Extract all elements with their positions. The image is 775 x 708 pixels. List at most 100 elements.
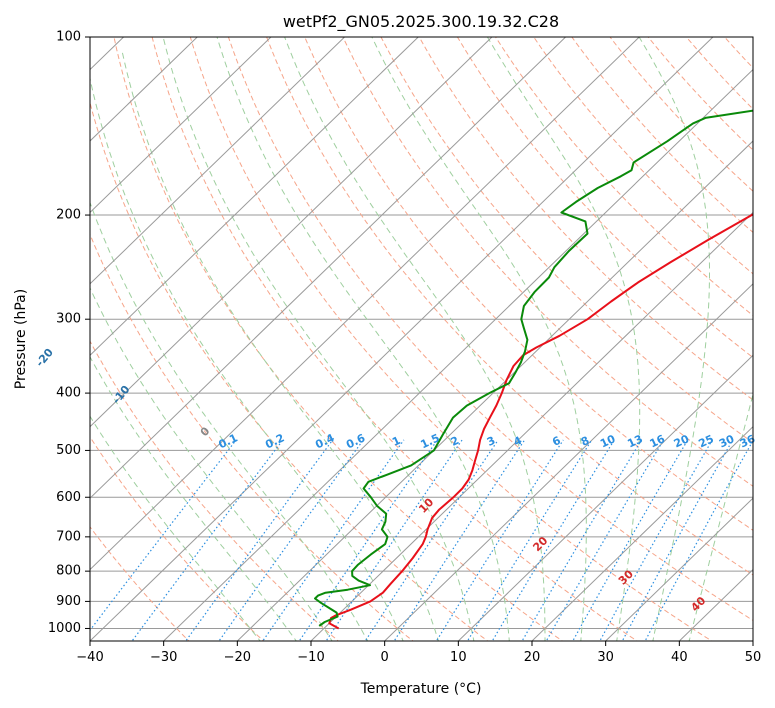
y-tick-label: 500	[56, 443, 81, 458]
isotherm	[531, 426, 753, 641]
mixing-ratio-line	[298, 439, 438, 641]
mixing-ratio-line	[572, 439, 689, 641]
isotherm	[605, 497, 753, 641]
isotherm	[90, 37, 345, 285]
mixing-ratio-line	[491, 439, 615, 641]
moist-adiabat	[90, 76, 404, 641]
mixing-ratio-label-1: 1	[390, 434, 402, 449]
mixing-ratio-line	[90, 439, 237, 632]
mixing-ratio-line	[466, 439, 593, 641]
chart-title: wetPf2_GN05.2025.300.19.32.C28	[283, 12, 559, 32]
mixing-ratio-line	[325, 439, 463, 641]
isotherm	[310, 211, 753, 641]
mixing-ratio-label-6: 6	[550, 434, 563, 449]
y-tick-label: 1000	[48, 621, 81, 636]
mixing-ratio-line	[599, 439, 713, 641]
mixing-ratio-line	[545, 439, 665, 641]
mixing-ratio-label-16: 16	[648, 432, 668, 450]
mixing-ratio-label-10: 10	[598, 432, 618, 450]
mixing-ratio-line	[393, 439, 526, 641]
moist-adiabat	[284, 37, 546, 641]
series-layer	[314, 109, 753, 630]
mixing-ratio-label-0p6: 0.6	[344, 431, 367, 451]
y-tick-label: 900	[56, 594, 81, 609]
isotherm	[457, 354, 753, 641]
isotherm	[90, 37, 198, 142]
isotherm	[90, 37, 566, 499]
moist-adiabat	[162, 37, 475, 641]
temperature-profile	[328, 213, 753, 630]
dry-adiabat	[456, 37, 753, 359]
moist-adiabat	[688, 392, 753, 641]
dry-adiabat-label-m10: -10	[110, 383, 133, 407]
dry-adiabat	[113, 37, 564, 641]
x-tick-label: −30	[150, 650, 177, 665]
mixing-ratio-label-20: 20	[672, 432, 692, 450]
dry-adiabat	[342, 37, 753, 487]
x-tick-label: 0	[381, 650, 389, 665]
moist-adiabat-label-40: 40	[688, 594, 708, 614]
x-tick-label: −40	[76, 650, 103, 665]
dry-adiabat-label-m20: -20	[33, 346, 56, 370]
mixing-ratio-line	[644, 439, 753, 641]
dry-adiabat	[151, 37, 638, 641]
moist-adiabat	[90, 355, 297, 641]
y-tick-label: 200	[56, 208, 81, 223]
y-tick-label: 300	[56, 312, 81, 327]
x-tick-label: 30	[597, 650, 614, 665]
dry-adiabat	[90, 100, 489, 641]
x-tick-label: −10	[297, 650, 324, 665]
background-lines	[90, 37, 753, 641]
mixing-ratio-label-36: 36	[738, 432, 758, 450]
inline-labels: -100-90-80-70-60-50-40-30-20-10010203040…	[33, 346, 758, 615]
y-tick-label: 600	[56, 490, 81, 505]
mixing-ratio-line	[185, 439, 334, 641]
isotherm	[384, 283, 753, 641]
dewpoint-profile	[314, 109, 753, 627]
y-tick-label: 400	[56, 386, 81, 401]
mixing-ratio-line	[521, 439, 643, 641]
dry-adiabat	[90, 233, 414, 641]
y-tick-label: 800	[56, 564, 81, 579]
dry-adiabat	[90, 526, 190, 641]
mixing-ratio-line	[131, 439, 284, 641]
x-tick-label: 40	[671, 650, 688, 665]
dry-adiabat	[90, 435, 265, 641]
mixing-ratio-label-0p1: 0.1	[217, 431, 240, 451]
moist-adiabat-label-10: 10	[416, 495, 436, 515]
moist-adiabat	[90, 286, 333, 641]
isotherm	[90, 37, 419, 356]
dry-adiabat	[189, 37, 713, 641]
mixing-ratio-line	[262, 439, 405, 641]
x-axis-title: Temperature (°C)	[360, 681, 482, 697]
dry-adiabat-label-0: 0	[198, 424, 213, 439]
plot-frame	[89, 36, 754, 642]
isotherm	[90, 37, 714, 641]
x-tick-label: 50	[745, 650, 762, 665]
moist-adiabat	[90, 201, 369, 641]
y-tick-label: 700	[56, 529, 81, 544]
dry-adiabat	[609, 37, 753, 192]
mixing-ratio-label-8: 8	[579, 434, 591, 449]
moist-adiabat	[638, 37, 710, 641]
mixing-ratio-label-2: 2	[449, 434, 461, 449]
y-tick-label: 100	[56, 30, 81, 45]
dry-adiabat	[685, 37, 753, 110]
mixing-ratio-label-25: 25	[697, 432, 716, 450]
mixing-ratio-label-3: 3	[485, 434, 497, 449]
moist-adiabat-label-30: 30	[616, 567, 636, 587]
isotherm	[90, 37, 272, 214]
dry-adiabat	[418, 37, 753, 401]
moist-adiabat	[371, 37, 587, 641]
mixing-ratio-label-0p4: 0.4	[313, 431, 336, 451]
dry-adiabat	[90, 340, 339, 641]
x-tick-label: 20	[524, 650, 541, 665]
mixing-ratio-line	[435, 439, 564, 641]
axes: −40 −30 −20 −10 0 10 20 30 40 5010020030040050060…	[48, 30, 761, 666]
x-tick-label: 10	[450, 650, 467, 665]
moist-adiabat	[486, 37, 641, 641]
mixing-ratio-line	[621, 439, 734, 641]
y-axis-title: Pressure (hPa)	[13, 289, 29, 389]
isotherm	[90, 37, 493, 428]
